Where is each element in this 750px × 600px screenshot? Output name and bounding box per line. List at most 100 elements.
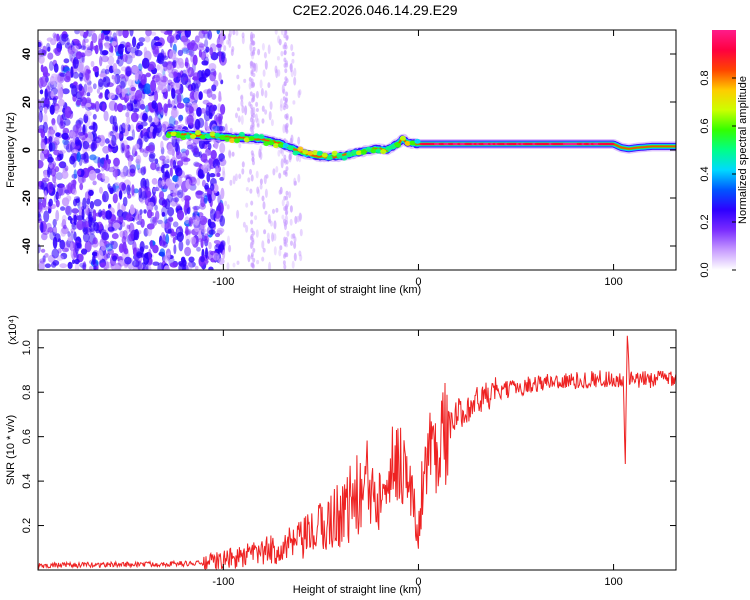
- spectrogram-noise-cell: [237, 64, 241, 69]
- spectrogram-noise-cell: [291, 58, 295, 64]
- spectrogram-noise-cell: [283, 264, 287, 270]
- spectrogram-noise-cell: [183, 77, 188, 82]
- spectrogram-noise-cell: [84, 49, 93, 57]
- spectrogram-noise-cell: [154, 115, 159, 126]
- spectrogram-noise-cell: [218, 50, 222, 63]
- spectrogram-noise-cell: [170, 189, 174, 195]
- spectrogram-noise-cell: [132, 36, 137, 48]
- spectrogram-noise-cell: [198, 151, 203, 159]
- spectrogram-noise-cell: [250, 150, 254, 156]
- spectrogram-noise-cell: [52, 32, 57, 39]
- spectrogram-noise-cell: [280, 50, 284, 57]
- spectrogram-noise-cell: [81, 264, 86, 270]
- spectrogram-noise-cell: [167, 251, 171, 258]
- spectrogram-noise-cell: [154, 158, 159, 164]
- spectrogram-noise-cell: [178, 240, 184, 252]
- colorbar-gradient: [712, 30, 736, 270]
- spectrogram-noise-cell: [236, 209, 240, 219]
- spectrogram-noise-cell: [299, 228, 303, 237]
- spectrogram-noise-cell: [59, 263, 68, 269]
- spectrogram-noise-cell: [183, 195, 191, 202]
- spectrogram-noise-cell: [58, 99, 65, 107]
- spectrogram-noise-cell: [257, 188, 261, 198]
- spectrogram-noise-cell: [80, 248, 88, 255]
- spectrogram-noise-cell: [169, 158, 174, 168]
- spectrogram-noise-cell: [279, 245, 283, 251]
- spectrogram-noise-cell: [106, 253, 111, 259]
- spectrogram-noise-cell: [88, 216, 94, 222]
- spectrogram-noise-cell: [61, 170, 69, 179]
- spectrogram-noise-cell: [161, 179, 165, 187]
- spectrogram-noise-cell: [48, 142, 53, 152]
- spectrogram-noise-cell: [89, 102, 97, 108]
- spectrogram-noise-cell: [281, 199, 285, 207]
- spectrogram-noise-cell: [175, 167, 183, 177]
- spectrogram-noise-cell: [251, 263, 255, 269]
- spectrogram-noise-cell: [285, 115, 289, 121]
- spectrogram-noise-cell: [284, 76, 288, 82]
- spectrogram-noise-cell: [139, 209, 143, 215]
- spectrogram-noise-cell: [167, 143, 174, 155]
- spectrogram-noise-cell: [116, 30, 124, 37]
- spectrogram-noise-cell: [198, 43, 205, 48]
- spectrogram-noise-cell: [43, 106, 48, 115]
- spectrogram-noise-cell: [101, 55, 109, 63]
- spectrogram-noise-cell: [190, 142, 198, 153]
- spectrogram-noise-cell: [124, 97, 128, 103]
- spectrogram-noise-cell: [175, 89, 182, 95]
- spectrogram-noise-cell: [81, 91, 87, 96]
- spectrogram-noise-cell: [148, 201, 154, 208]
- spectrogram-noise-cell: [203, 162, 211, 174]
- spectrogram-noise-cell: [259, 178, 263, 185]
- spectrogram-noise-cell: [76, 123, 82, 133]
- spectrogram-signal-cell: [307, 150, 314, 156]
- spectrogram-noise-cell: [273, 246, 277, 256]
- spectrogram-noise-cell: [247, 177, 251, 183]
- spectrogram-noise-cell: [83, 113, 89, 124]
- spectrogram-noise-cell: [92, 180, 97, 186]
- spectrogram-noise-cell: [260, 88, 264, 97]
- spectrogram-noise-cell: [42, 121, 49, 134]
- spectrogram-ylabel: Frequency (Hz): [5, 112, 17, 188]
- spectrogram-x-tick-label: 100: [604, 276, 622, 288]
- spectrogram-noise-cell: [131, 184, 135, 196]
- spectrogram-signal-cell: [302, 149, 309, 155]
- spectrogram-noise-cell: [240, 115, 244, 125]
- spectrogram-noise-cell: [251, 239, 255, 245]
- spectrogram-noise-cell: [38, 260, 45, 270]
- spectrogram-noise-cell: [264, 60, 268, 70]
- spectrogram-noise-cell: [176, 160, 184, 167]
- spectrogram-noise-cell: [196, 177, 201, 186]
- spectrogram-noise-cell: [184, 102, 192, 108]
- spectrogram-noise-cell: [121, 87, 126, 98]
- spectrogram-noise-cell: [283, 158, 287, 164]
- spectrogram-noise-cell: [134, 89, 143, 102]
- spectrogram-noise-cell: [41, 177, 50, 183]
- spectrogram-noise-cell: [63, 58, 70, 64]
- spectrogram-noise-cell: [55, 73, 61, 85]
- spectrogram-noise-cell: [159, 240, 167, 247]
- spectrogram-noise-cell: [208, 266, 214, 270]
- spectrogram-noise-cell: [76, 242, 82, 249]
- snr-background: [38, 330, 676, 570]
- spectrogram-signal-cell: [297, 146, 304, 152]
- spectrogram-noise-cell: [54, 105, 59, 114]
- spectrogram-noise-cell: [112, 63, 118, 72]
- spectrogram-noise-cell: [190, 53, 195, 63]
- spectrogram-noise-cell: [92, 83, 97, 90]
- spectrogram-noise-cell: [226, 204, 230, 210]
- spectrogram-noise-cell: [252, 247, 256, 253]
- spectrogram-noise-cell: [277, 149, 281, 157]
- spectrogram-noise-cell: [222, 158, 226, 164]
- spectrogram-noise-cell: [261, 43, 265, 51]
- spectrogram-noise-cell: [113, 157, 120, 167]
- spectrogram-noise-cell: [69, 83, 74, 89]
- spectrogram-noise-cell: [39, 258, 46, 264]
- spectrogram-noise-cell: [70, 179, 77, 186]
- spectrogram-noise-cell: [115, 87, 119, 95]
- spectrogram-signal-cell: [312, 150, 319, 156]
- spectrogram-noise-cell: [293, 180, 297, 186]
- colorbar-tick-label: 0.6: [699, 118, 711, 133]
- spectrogram-noise-cell: [122, 30, 129, 39]
- spectrogram-noise-cell: [99, 157, 105, 168]
